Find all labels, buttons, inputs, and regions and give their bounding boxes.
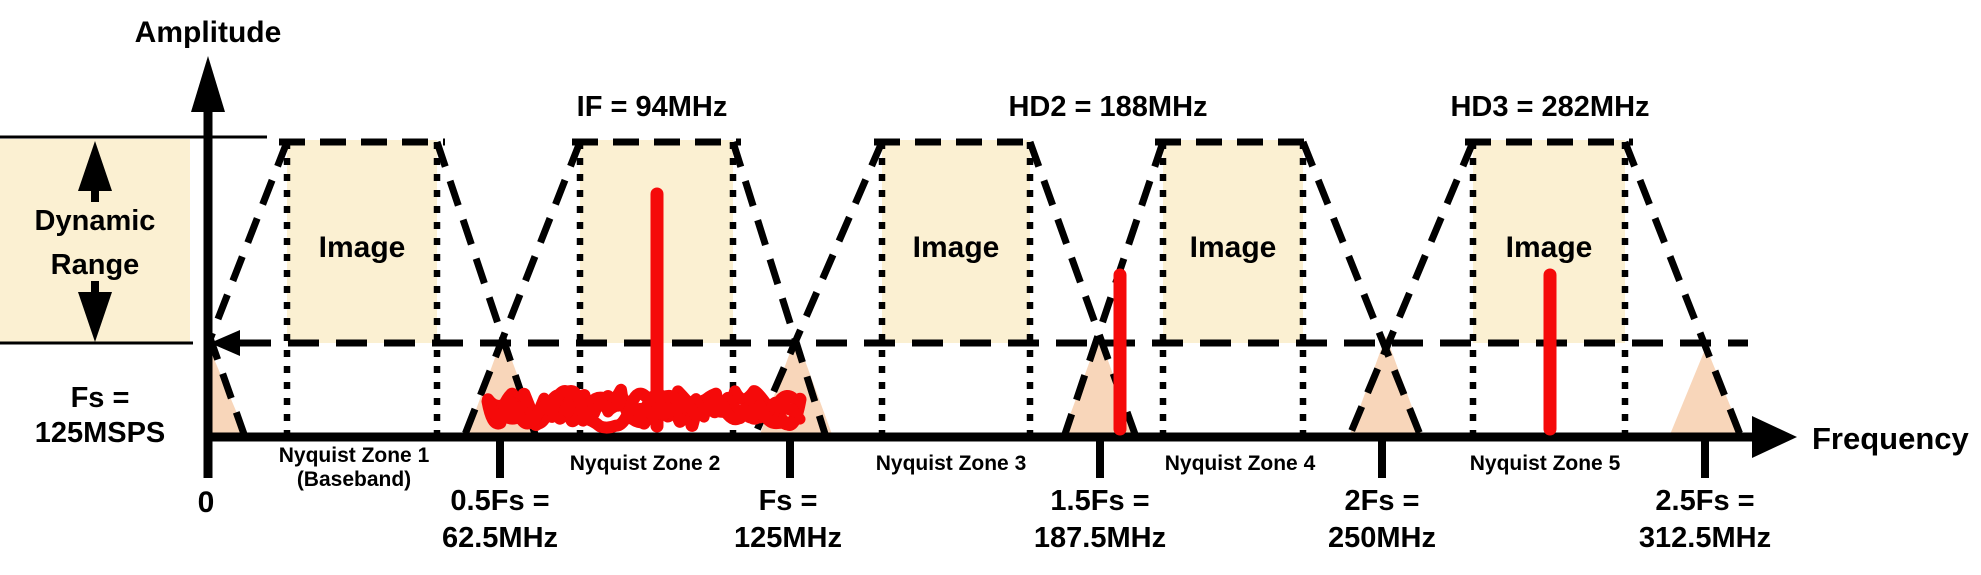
tick-label-fs-line1: Fs = [759,485,818,517]
tick-label-fs-line2: 125MHz [734,522,842,554]
hd2-label: HD2 = 188MHz [1008,91,1207,123]
if-label: IF = 94MHz [577,91,728,123]
zone5-label: Nyquist Zone 5 [1470,452,1621,475]
sample-rate-line1: Fs = [71,382,130,414]
tick-label-0p5fs-line2: 62.5MHz [442,522,558,554]
dynamic-range-indicator: Dynamic Range [0,135,267,345]
image-band-zone1 [287,140,437,343]
tick-label-0p5fs-line1: 0.5Fs = [450,485,549,517]
noise-scribble [481,383,807,434]
trapezoid-left-slant [460,140,584,439]
sample-rate-label: Fs = 125MSPS [35,382,166,449]
zone-labels: Nyquist Zone 1 (Baseband) Nyquist Zone 2… [279,444,1621,491]
tick-label-1p5fs-line1: 1.5Fs = [1050,485,1149,517]
tick-label-2fs-line1: 2Fs = [1345,485,1420,517]
x-axis-arrow-icon [1752,416,1797,458]
y-axis-label: Amplitude [135,16,282,49]
negative-zone-slant [205,333,249,439]
dynamic-range-label-line2: Range [51,249,140,281]
image-caption-zone4: Image [1190,231,1277,264]
trapezoid-right-slant [433,140,540,439]
y-axis: Amplitude [135,16,282,478]
noise-floor-dashed-line [210,330,1748,356]
trapezoid-right-slant [1299,140,1425,439]
trapezoid-left-slant [750,140,886,439]
alias-triangle-2p5fs [1669,347,1743,437]
image-caption-zone3: Image [913,231,1000,264]
image-caption-zone5: Image [1506,231,1593,264]
image-band-zone3 [882,140,1030,343]
zone1-sublabel: (Baseband) [297,468,411,491]
hd3-label: HD3 = 282MHz [1450,91,1649,123]
tick-label-2fs-line2: 250MHz [1328,522,1436,554]
nyquist-zone-5-shape [1345,138,1745,439]
noise-scribble-stroke [482,385,798,434]
x-axis: Frequency [204,416,1970,478]
nyquist-zone-4-shape [1060,138,1425,439]
tick-label-1p5fs-line2: 187.5MHz [1034,522,1166,554]
up-arrow-icon [78,141,112,191]
trapezoid-right-slant [1621,140,1745,439]
image-band-zone4 [1163,140,1303,343]
tick-labels: 0 0.5Fs = 62.5MHz Fs = 125MHz 1.5Fs = 18… [198,485,1771,554]
signal-spikes [650,187,1557,436]
zone1-label: Nyquist Zone 1 [279,444,430,467]
zone3-label: Nyquist Zone 3 [876,452,1027,475]
sample-rate-line2: 125MSPS [35,417,166,449]
down-arrow-icon [78,292,112,342]
left-arrow-icon [210,330,240,356]
image-caption-zone1: Image [319,231,406,264]
tick-label-2p5fs-line2: 312.5MHz [1639,522,1771,554]
x-axis-label: Frequency [1812,421,1970,456]
trapezoid-right-slant [729,140,830,439]
trapezoid-left-slant [1060,140,1167,439]
trapezoid-left-slant [1345,140,1477,439]
dynamic-range-label-line1: Dynamic [35,205,156,237]
y-axis-arrow-icon [191,56,225,112]
trapezoid-left-slant [205,140,291,344]
alias-triangle-2fs [1349,336,1423,437]
nyquist-zone-1-shape [205,138,540,439]
zone4-label: Nyquist Zone 4 [1165,452,1316,475]
zone2-label: Nyquist Zone 2 [570,452,721,475]
tick-label-2p5fs-line1: 2.5Fs = [1655,485,1754,517]
origin-label: 0 [198,486,215,519]
